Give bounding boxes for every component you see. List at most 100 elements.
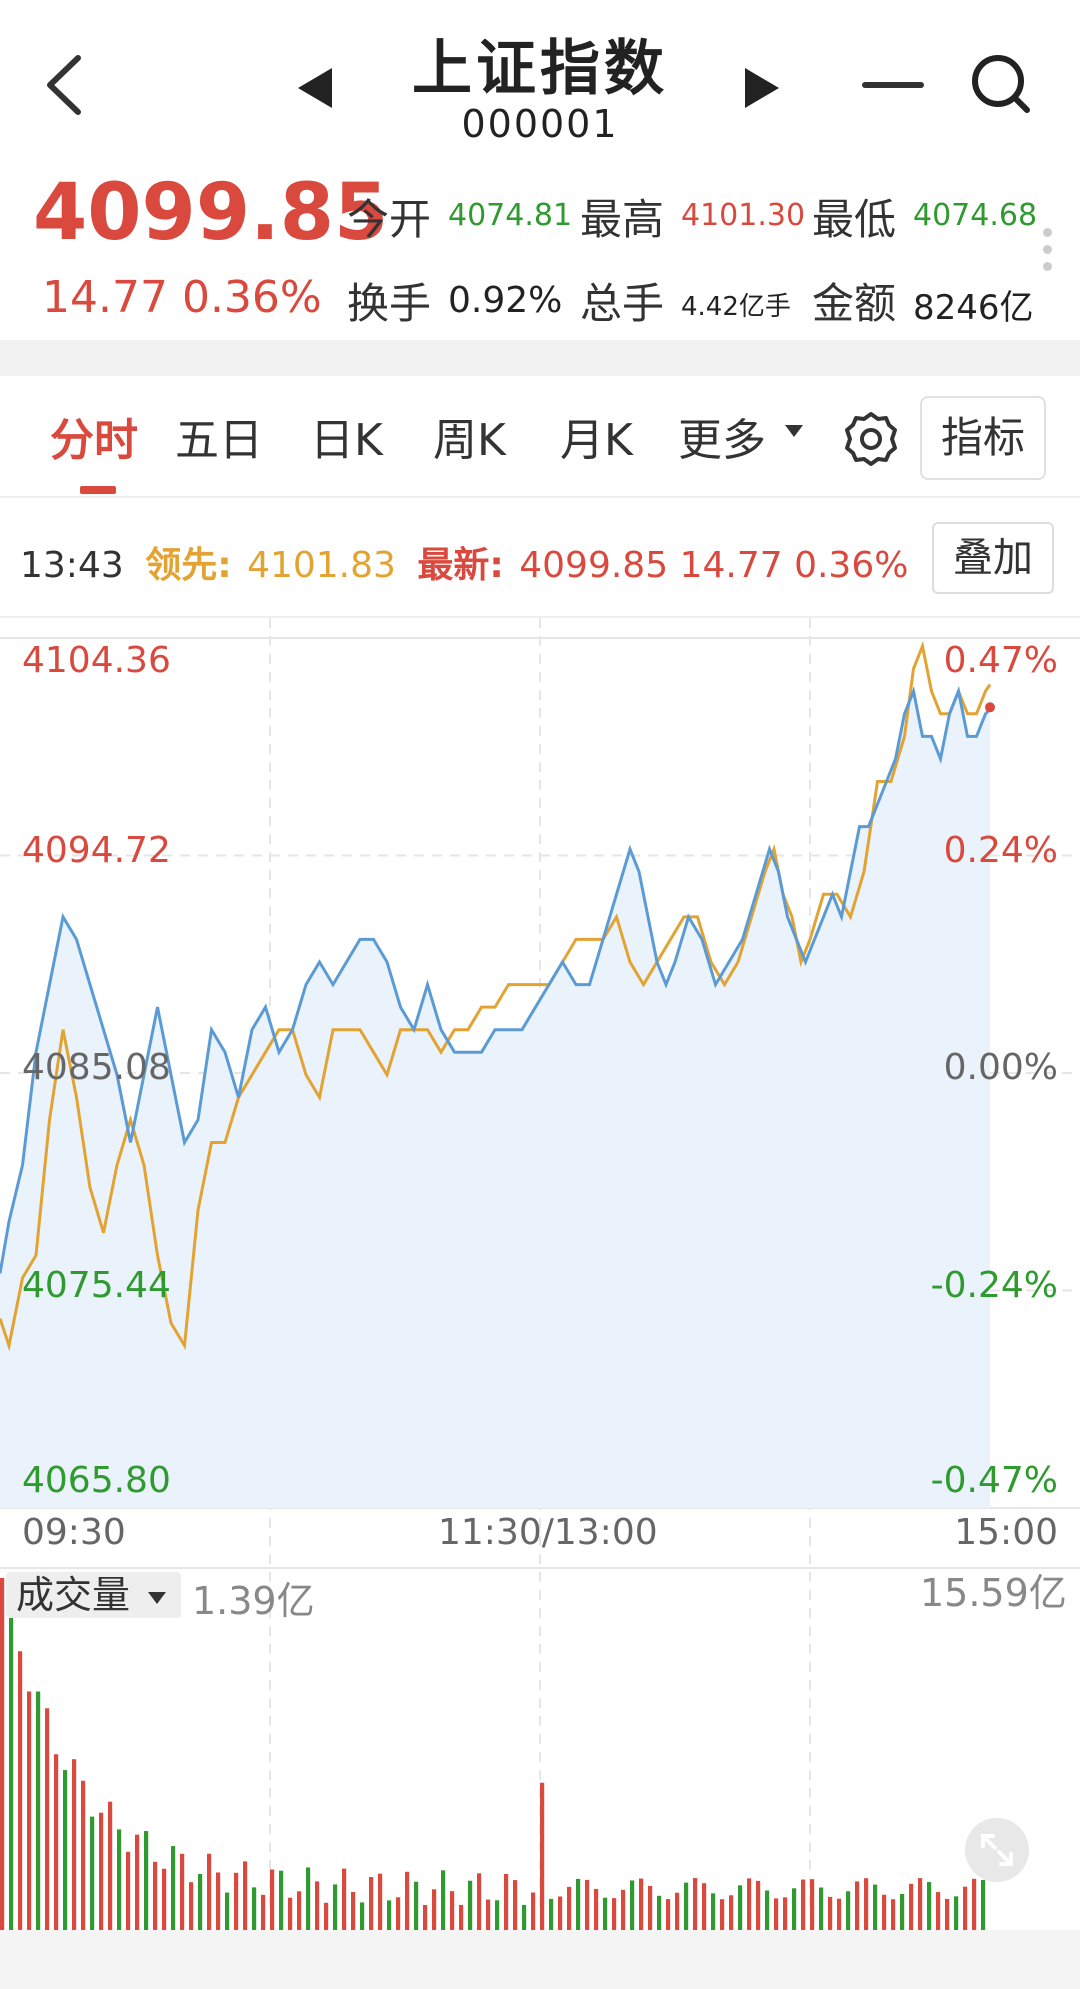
volume-label: 总手 [580,279,665,328]
amount-label: 金额 [812,279,897,328]
volume-bar [234,1872,239,1930]
volume-bar [54,1754,59,1930]
volume-bar [315,1881,320,1930]
dropdown-caret-icon[interactable] [785,425,803,437]
volume-bar [864,1878,869,1930]
minus-icon[interactable] [862,82,924,88]
volume-bar [288,1897,293,1930]
volume-bar [657,1895,662,1930]
search-icon[interactable] [970,53,1032,115]
volume-bar [855,1881,860,1930]
volume-bar [0,1578,5,1930]
volume-bar [828,1896,833,1930]
x-axis-label: 15:00 [954,1512,1058,1553]
volume-bar [621,1889,626,1930]
volume-bar [180,1853,185,1930]
volume-bar [639,1878,644,1930]
volume-bar [585,1879,590,1930]
volume-bar [99,1812,104,1930]
back-arrow-icon[interactable] [40,50,90,120]
volume-bar [270,1869,275,1930]
volume-bar [117,1829,122,1930]
y-axis-left-label: 4085.08 [22,1047,171,1088]
tab-rik[interactable]: 日K [310,415,383,466]
volume-bar [900,1894,905,1930]
volume-bar [963,1886,968,1930]
divider [0,616,1080,618]
tab-wuri[interactable]: 五日 [175,415,263,466]
amount-value: 8246亿 [913,288,1034,328]
volume-bar [702,1883,707,1930]
volume-bar [468,1880,473,1930]
volume-bar [666,1899,671,1930]
stock-code: 000001 [461,102,619,146]
tab-zhouk[interactable]: 周K [433,415,506,466]
volume-bar [162,1868,167,1930]
y-axis-right-label: 0.24% [943,829,1058,871]
tab-yuek[interactable]: 月K [560,415,633,466]
active-tab-indicator [80,486,116,494]
top-bar: 上证指数 000001 [0,0,1080,150]
volume-bar [414,1881,419,1930]
dropdown-caret-icon[interactable] [148,1592,166,1604]
volume-bar [594,1888,599,1930]
volume-bar [63,1770,68,1930]
volume-bar [18,1651,23,1930]
tab-more[interactable]: 更多 [678,415,766,466]
lead-label: 领先: [145,545,232,586]
volume-bar [810,1879,815,1930]
volume-bar [324,1902,329,1930]
tab-fenshi[interactable]: 分时 [50,415,138,466]
y-axis-left-label: 4094.72 [22,829,171,871]
volume-bar [567,1886,572,1930]
volume-bar [936,1892,941,1930]
overlay-button[interactable]: 叠加 [932,522,1054,594]
info-time: 13:43 [20,545,124,586]
volume-bar [909,1883,914,1930]
latest-value: 4099.85 14.77 0.36% [519,545,909,586]
volume-bar [297,1891,302,1930]
volume-bar [972,1878,977,1930]
volume-bar [90,1816,95,1930]
high-value: 4101.30 [681,198,806,233]
volume-bar [801,1879,806,1930]
volume-bar [342,1868,347,1930]
volume-bar [522,1904,527,1930]
price-area-fill [0,691,990,1508]
volume-indicator-selector[interactable]: 成交量 [6,1572,181,1618]
volume-bar [531,1892,536,1930]
low-value: 4074.68 [913,198,1038,233]
more-dots-icon[interactable] [1043,228,1053,279]
y-axis-right-label: 0.47% [943,640,1058,681]
turnover-label: 换手 [347,279,432,328]
settings-gear-icon[interactable] [842,410,900,468]
previous-stock-icon[interactable] [296,66,334,110]
x-axis-label: 11:30/13:00 [438,1512,658,1553]
volume-bar [108,1801,113,1930]
expand-icon[interactable] [965,1818,1029,1882]
volume-bar [135,1834,140,1930]
volume-bar [171,1846,176,1930]
lead-value: 4101.83 [247,545,396,586]
volume-bar [837,1898,842,1930]
volume-bar [603,1897,608,1930]
volume-bar [549,1898,554,1930]
open-label: 今开 [347,195,432,244]
volume-bar [513,1880,518,1930]
divider [0,496,1080,498]
volume-bar [360,1902,365,1930]
next-stock-icon[interactable] [743,66,781,110]
volume-bar [36,1691,41,1930]
volume-bar [792,1888,797,1930]
volume-max-label: 15.59亿 [920,1571,1067,1615]
volume-bar [720,1899,725,1930]
volume-bars [0,1578,986,1930]
intraday-chart[interactable] [0,618,1080,1930]
indicator-button[interactable]: 指标 [920,396,1046,480]
volume-bar [693,1878,698,1930]
volume-bar [783,1897,788,1930]
volume-bar [765,1890,770,1930]
x-axis-label: 09:30 [22,1512,126,1553]
volume-bar [378,1873,383,1930]
volume-bar [756,1880,761,1930]
